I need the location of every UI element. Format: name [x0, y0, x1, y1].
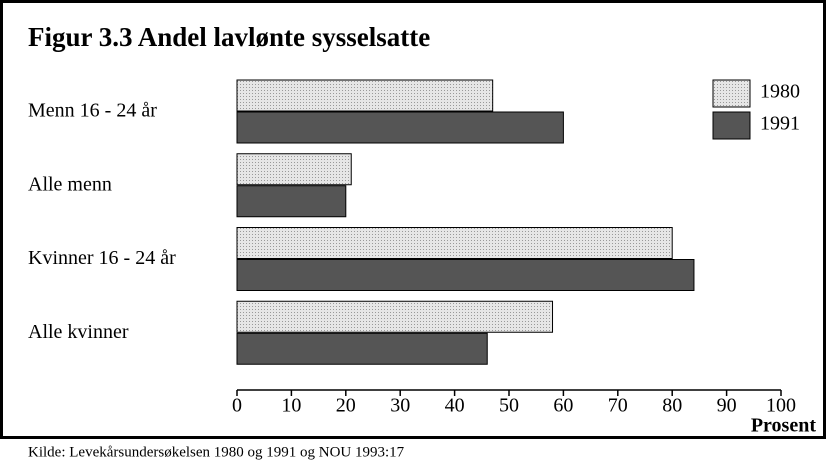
- x-tick-label: 80: [662, 395, 682, 417]
- x-tick-label: 50: [499, 395, 519, 417]
- legend-swatch: [712, 79, 751, 108]
- bar: [236, 227, 673, 259]
- x-tick-label: 30: [390, 395, 410, 417]
- x-tick-label: 100: [766, 395, 796, 417]
- x-tick-label: 20: [336, 395, 356, 417]
- x-tick-label: 60: [553, 395, 573, 417]
- frame: [0, 0, 826, 439]
- bar: [236, 300, 554, 333]
- bar: [236, 111, 564, 144]
- legend-swatch: [712, 111, 751, 140]
- legend-label: 1980: [760, 81, 800, 103]
- category-label: Alle kvinner: [28, 321, 129, 343]
- x-tick-label: 10: [281, 395, 301, 417]
- bar: [236, 153, 352, 186]
- x-axis-label: Prosent: [751, 415, 817, 437]
- chart-title: Figur 3.3 Andel lavlønte sysselsatte: [28, 22, 430, 52]
- legend-label: 1991: [760, 113, 800, 135]
- bar: [236, 185, 347, 218]
- bar: [236, 332, 488, 365]
- category-label: Kvinner 16 - 24 år: [28, 247, 176, 269]
- x-tick-label: 0: [232, 395, 242, 417]
- bar: [236, 259, 695, 291]
- category-label: Alle menn: [28, 173, 112, 195]
- x-tick-label: 70: [608, 395, 628, 417]
- bar: [236, 79, 494, 112]
- x-tick-label: 40: [445, 395, 465, 417]
- x-tick-label: 90: [717, 395, 737, 417]
- category-label: Menn 16 - 24 år: [28, 100, 157, 122]
- source: Kilde: Levekårsundersøkelsen 1980 og 199…: [28, 444, 405, 460]
